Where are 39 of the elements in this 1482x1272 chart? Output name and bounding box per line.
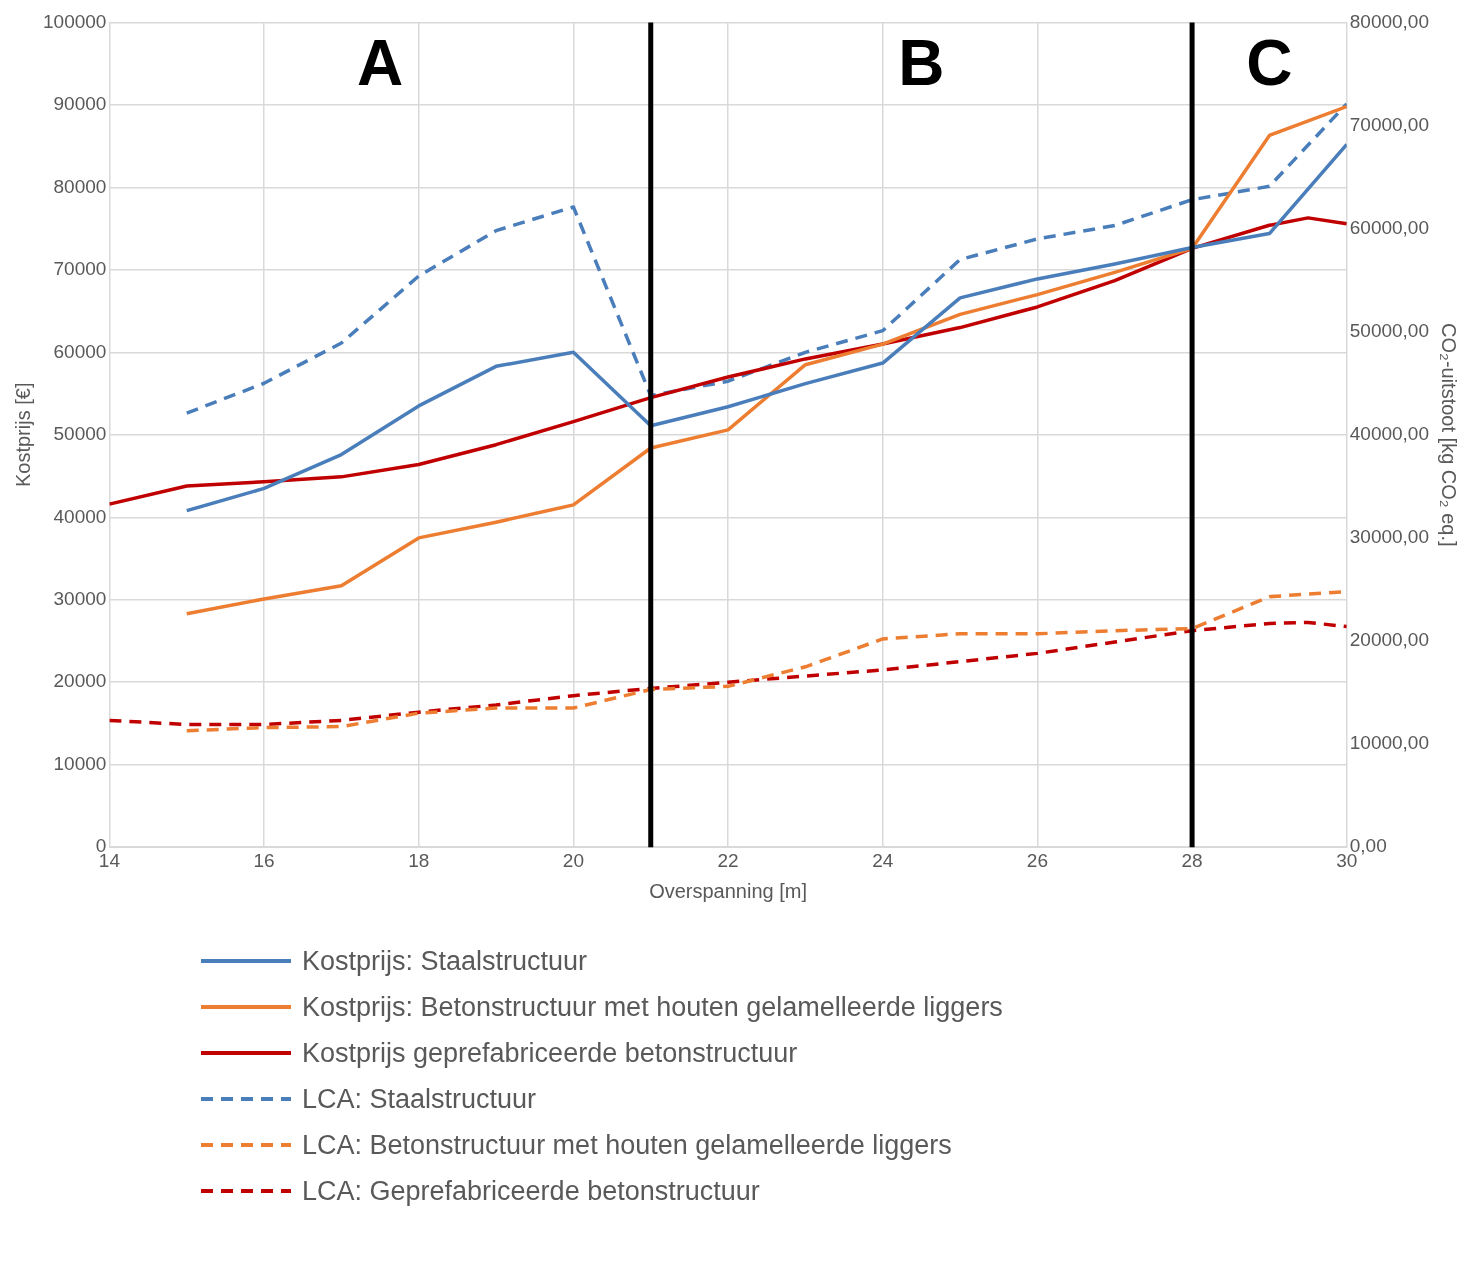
x-tick-label: 20 <box>562 849 584 871</box>
y2-tick-label: 40000,00 <box>1349 423 1429 445</box>
y-axis-title: Kostprijs [€] <box>11 382 34 488</box>
x-tick-label: 18 <box>408 849 430 871</box>
y-tick-label: 10000 <box>53 752 107 774</box>
x-axis-title: Overspanning [m] <box>649 879 808 902</box>
legend-label: LCA: Staalstructuur <box>302 1083 537 1115</box>
legend-label: Kostprijs: Staalstructuur <box>302 945 588 977</box>
y-tick-label: 60000 <box>53 340 107 362</box>
legend-label: LCA: Geprefabriceerde betonstructuur <box>302 1175 760 1207</box>
y-tick-label: 30000 <box>53 587 107 609</box>
x-tick-label: 16 <box>253 849 275 871</box>
annotation: C <box>1246 27 1293 100</box>
y-tick-label: 20000 <box>53 670 107 692</box>
y-tick-label: 50000 <box>53 423 107 445</box>
x-tick-label: 24 <box>872 849 894 871</box>
y-tick-label: 90000 <box>53 93 107 115</box>
y-tick-label: 70000 <box>53 258 107 280</box>
y2-tick-label: 50000,00 <box>1349 319 1429 341</box>
y2-tick-label: 80000,00 <box>1349 10 1429 32</box>
legend-label: Kostprijs: Betonstructuur met houten gelamelleerde liggers <box>302 991 1003 1023</box>
y-tick-label: 100000 <box>43 10 107 32</box>
line-series <box>184 102 1347 415</box>
annotation: A <box>356 27 404 100</box>
x-tick-label: 22 <box>717 849 739 871</box>
y2-tick-label: 30000,00 <box>1349 526 1429 548</box>
y2-tick-label: 70000,00 <box>1349 113 1429 135</box>
y-tick-label: 40000 <box>53 505 107 527</box>
x-tick-label: 28 <box>1181 849 1203 871</box>
legend-label: Kostprijs geprefabriceerde betonstructuur <box>302 1037 798 1069</box>
legend-label: LCA: Betonstructuur met houten gelamelleerde liggers <box>302 1129 952 1161</box>
x-tick-label: 26 <box>1026 849 1048 871</box>
y2-tick-label: 20000,00 <box>1349 629 1429 651</box>
y2-tick-label: 10000,00 <box>1349 732 1429 754</box>
annotation: B <box>898 27 945 100</box>
y2-tick-label: 60000,00 <box>1349 216 1429 238</box>
y-tick-label: 80000 <box>53 175 107 197</box>
line-series <box>109 620 1347 727</box>
y2-axis-title: CO₂-uitstoot [kg CO₂ eq.] <box>1438 323 1461 547</box>
